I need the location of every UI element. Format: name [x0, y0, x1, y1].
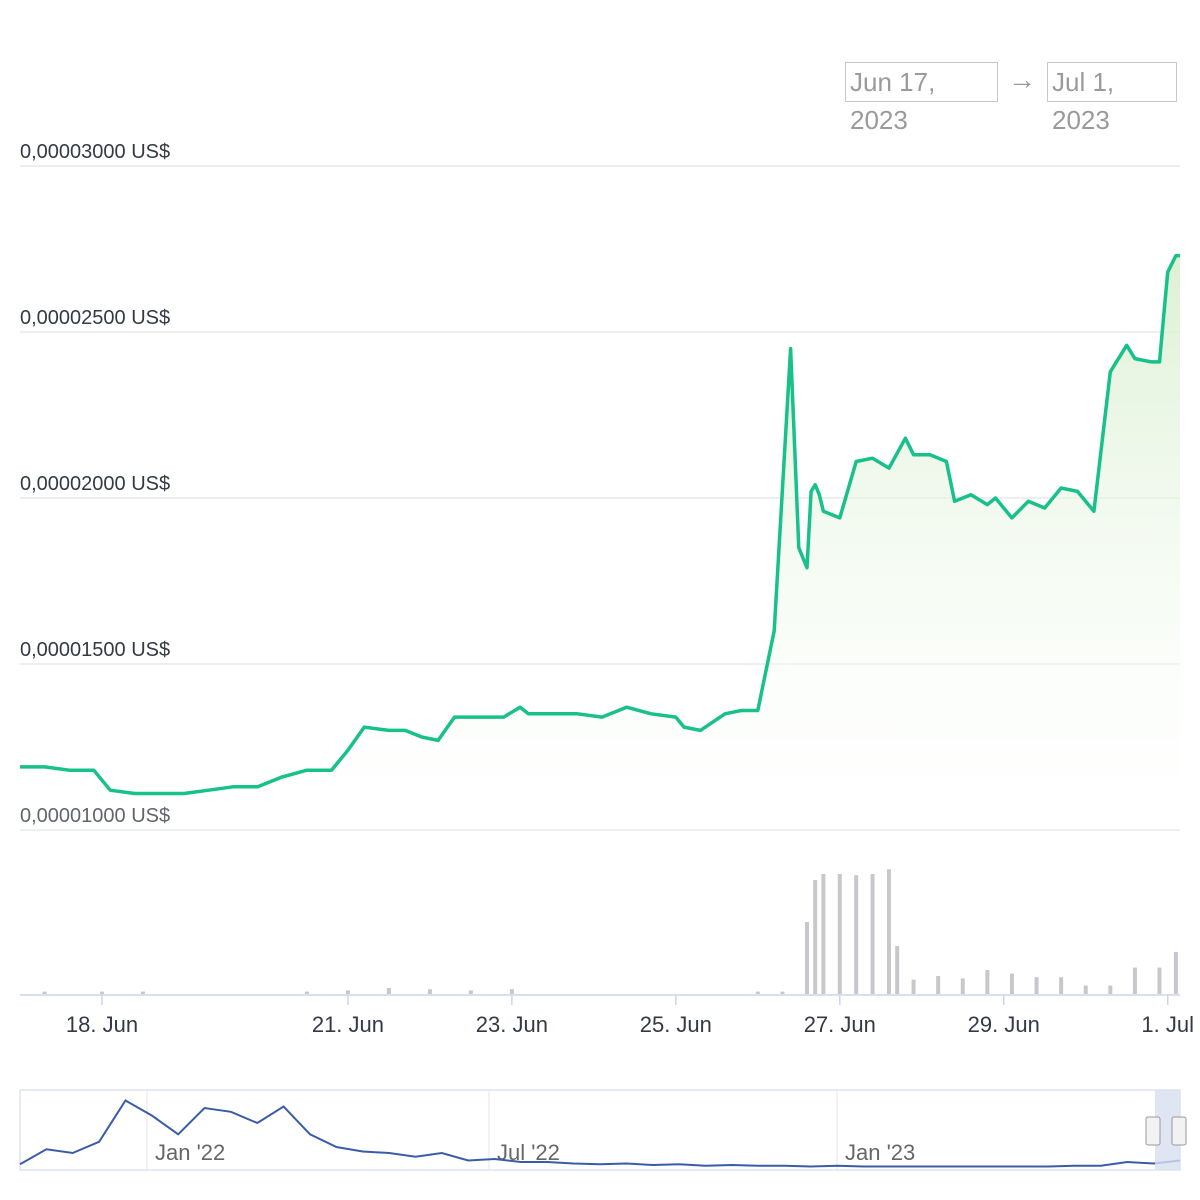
volume-bar — [509, 989, 514, 994]
volume-bar — [1173, 952, 1178, 994]
volume-bar — [854, 875, 859, 994]
x-tick-label: 27. Jun — [804, 1012, 876, 1037]
range-arrow-icon: → — [1008, 64, 1036, 95]
volume-bar — [821, 874, 826, 994]
price-area — [20, 255, 1180, 831]
volume-bar — [1083, 985, 1088, 994]
volume-bar — [1108, 985, 1113, 994]
volume-bar — [140, 991, 145, 994]
volume-bar — [755, 991, 760, 994]
volume-bar — [911, 979, 916, 994]
x-tick-label: 23. Jun — [476, 1012, 548, 1037]
volume-bar — [1157, 967, 1162, 994]
x-tick-label: 29. Jun — [968, 1012, 1040, 1037]
volume-bar — [1059, 977, 1064, 994]
x-tick-label: 25. Jun — [640, 1012, 712, 1037]
volume-bar — [304, 991, 309, 994]
navigator-left-handle[interactable] — [1145, 1116, 1161, 1146]
volume-bar — [345, 990, 350, 994]
volume-bar — [427, 989, 432, 994]
volume-bar — [1034, 977, 1039, 994]
volume-bar — [780, 991, 785, 994]
volume-bar — [804, 922, 809, 994]
volume-bar — [870, 874, 875, 994]
navigator-line — [19, 1099, 1181, 1168]
range-to-input[interactable]: Jul 1, 2023 — [1047, 62, 1177, 135]
volume-bar — [1009, 973, 1014, 994]
volume-bar — [895, 946, 900, 994]
volume-bar — [936, 976, 941, 994]
x-tick-label: 18. Jun — [66, 1012, 138, 1037]
volume-bar — [837, 874, 842, 994]
volume-bar — [960, 978, 965, 994]
y-tick-label: 0,00001500 US$ — [20, 639, 170, 661]
price-line — [20, 253, 1180, 796]
volume-bar — [886, 869, 891, 994]
range-from-input[interactable]: Jun 17, 2023 — [845, 62, 998, 135]
x-tick-label: 1. Jul — [1141, 1012, 1194, 1037]
navigator-right-handle[interactable] — [1171, 1116, 1187, 1146]
volume-bar — [468, 990, 473, 994]
volume-bar — [99, 991, 104, 994]
x-tick-label: 21. Jun — [312, 1012, 384, 1037]
y-tick-label: 0,00002500 US$ — [20, 307, 170, 329]
navigator[interactable]: Jan '22 Jul '22 Jan '23 — [19, 1089, 1187, 1171]
volume-bar — [1132, 967, 1137, 994]
volume-bar — [386, 988, 391, 994]
y-tick-label: 0,00003000 US$ — [20, 141, 170, 163]
navigator-label: Jan '23 — [845, 1140, 915, 1165]
navigator-frame — [19, 1089, 1181, 1171]
y-tick-label: 0,00002000 US$ — [20, 473, 170, 495]
navigator-label: Jan '22 — [155, 1140, 225, 1165]
volume-bar — [42, 991, 47, 994]
volume-bar — [985, 970, 990, 994]
volume-bar — [813, 880, 818, 994]
